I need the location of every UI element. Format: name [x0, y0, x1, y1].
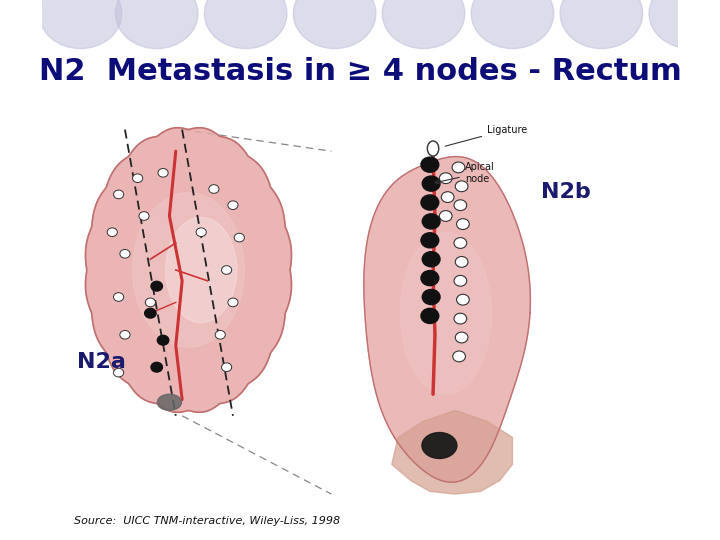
- Ellipse shape: [428, 141, 438, 156]
- Circle shape: [39, 0, 122, 49]
- Circle shape: [145, 298, 156, 307]
- Circle shape: [151, 362, 163, 372]
- Circle shape: [422, 214, 440, 229]
- Ellipse shape: [400, 232, 491, 394]
- Circle shape: [120, 330, 130, 339]
- Circle shape: [209, 185, 219, 193]
- Polygon shape: [86, 127, 292, 413]
- Circle shape: [649, 0, 720, 49]
- Circle shape: [234, 233, 244, 242]
- Circle shape: [196, 228, 206, 237]
- Circle shape: [453, 351, 465, 362]
- Circle shape: [441, 192, 454, 202]
- Polygon shape: [392, 410, 513, 494]
- Circle shape: [145, 308, 156, 318]
- Circle shape: [452, 162, 465, 173]
- Ellipse shape: [422, 433, 457, 458]
- Circle shape: [132, 174, 143, 183]
- Text: N2  Metastasis in ≥ 4 nodes - Rectum: N2 Metastasis in ≥ 4 nodes - Rectum: [39, 57, 681, 86]
- Ellipse shape: [166, 217, 237, 322]
- Text: Ligature: Ligature: [445, 125, 527, 146]
- Circle shape: [228, 201, 238, 210]
- Circle shape: [422, 176, 440, 191]
- Circle shape: [204, 0, 287, 49]
- Circle shape: [456, 294, 469, 305]
- Circle shape: [222, 266, 232, 274]
- Circle shape: [120, 249, 130, 258]
- Circle shape: [454, 200, 467, 211]
- Circle shape: [293, 0, 376, 49]
- Circle shape: [382, 0, 465, 49]
- Circle shape: [421, 271, 438, 286]
- Circle shape: [439, 211, 452, 221]
- Circle shape: [114, 190, 124, 199]
- Circle shape: [454, 238, 467, 248]
- Circle shape: [455, 181, 468, 192]
- Text: N2a: N2a: [77, 352, 126, 372]
- Ellipse shape: [158, 394, 181, 410]
- Circle shape: [456, 219, 469, 230]
- Text: Apical
node: Apical node: [435, 162, 495, 184]
- Circle shape: [560, 0, 643, 49]
- Circle shape: [421, 308, 438, 323]
- Circle shape: [115, 0, 198, 49]
- Circle shape: [422, 289, 440, 305]
- Circle shape: [454, 275, 467, 286]
- Circle shape: [421, 233, 438, 248]
- Circle shape: [151, 281, 163, 291]
- Circle shape: [454, 313, 467, 324]
- Circle shape: [455, 256, 468, 267]
- Circle shape: [455, 332, 468, 343]
- Circle shape: [158, 168, 168, 177]
- Circle shape: [421, 195, 438, 210]
- Circle shape: [107, 228, 117, 237]
- Polygon shape: [364, 157, 531, 482]
- Circle shape: [158, 335, 168, 345]
- Circle shape: [439, 173, 452, 184]
- Circle shape: [422, 252, 440, 267]
- Circle shape: [421, 157, 438, 172]
- Circle shape: [222, 363, 232, 372]
- Circle shape: [139, 212, 149, 220]
- Text: N2b: N2b: [541, 181, 591, 202]
- Text: Source:  UICC TNM-interactive, Wiley-Liss, 1998: Source: UICC TNM-interactive, Wiley-Liss…: [74, 516, 341, 526]
- Circle shape: [471, 0, 554, 49]
- Ellipse shape: [132, 193, 244, 347]
- Circle shape: [114, 293, 124, 301]
- Circle shape: [215, 330, 225, 339]
- Circle shape: [228, 298, 238, 307]
- Circle shape: [114, 368, 124, 377]
